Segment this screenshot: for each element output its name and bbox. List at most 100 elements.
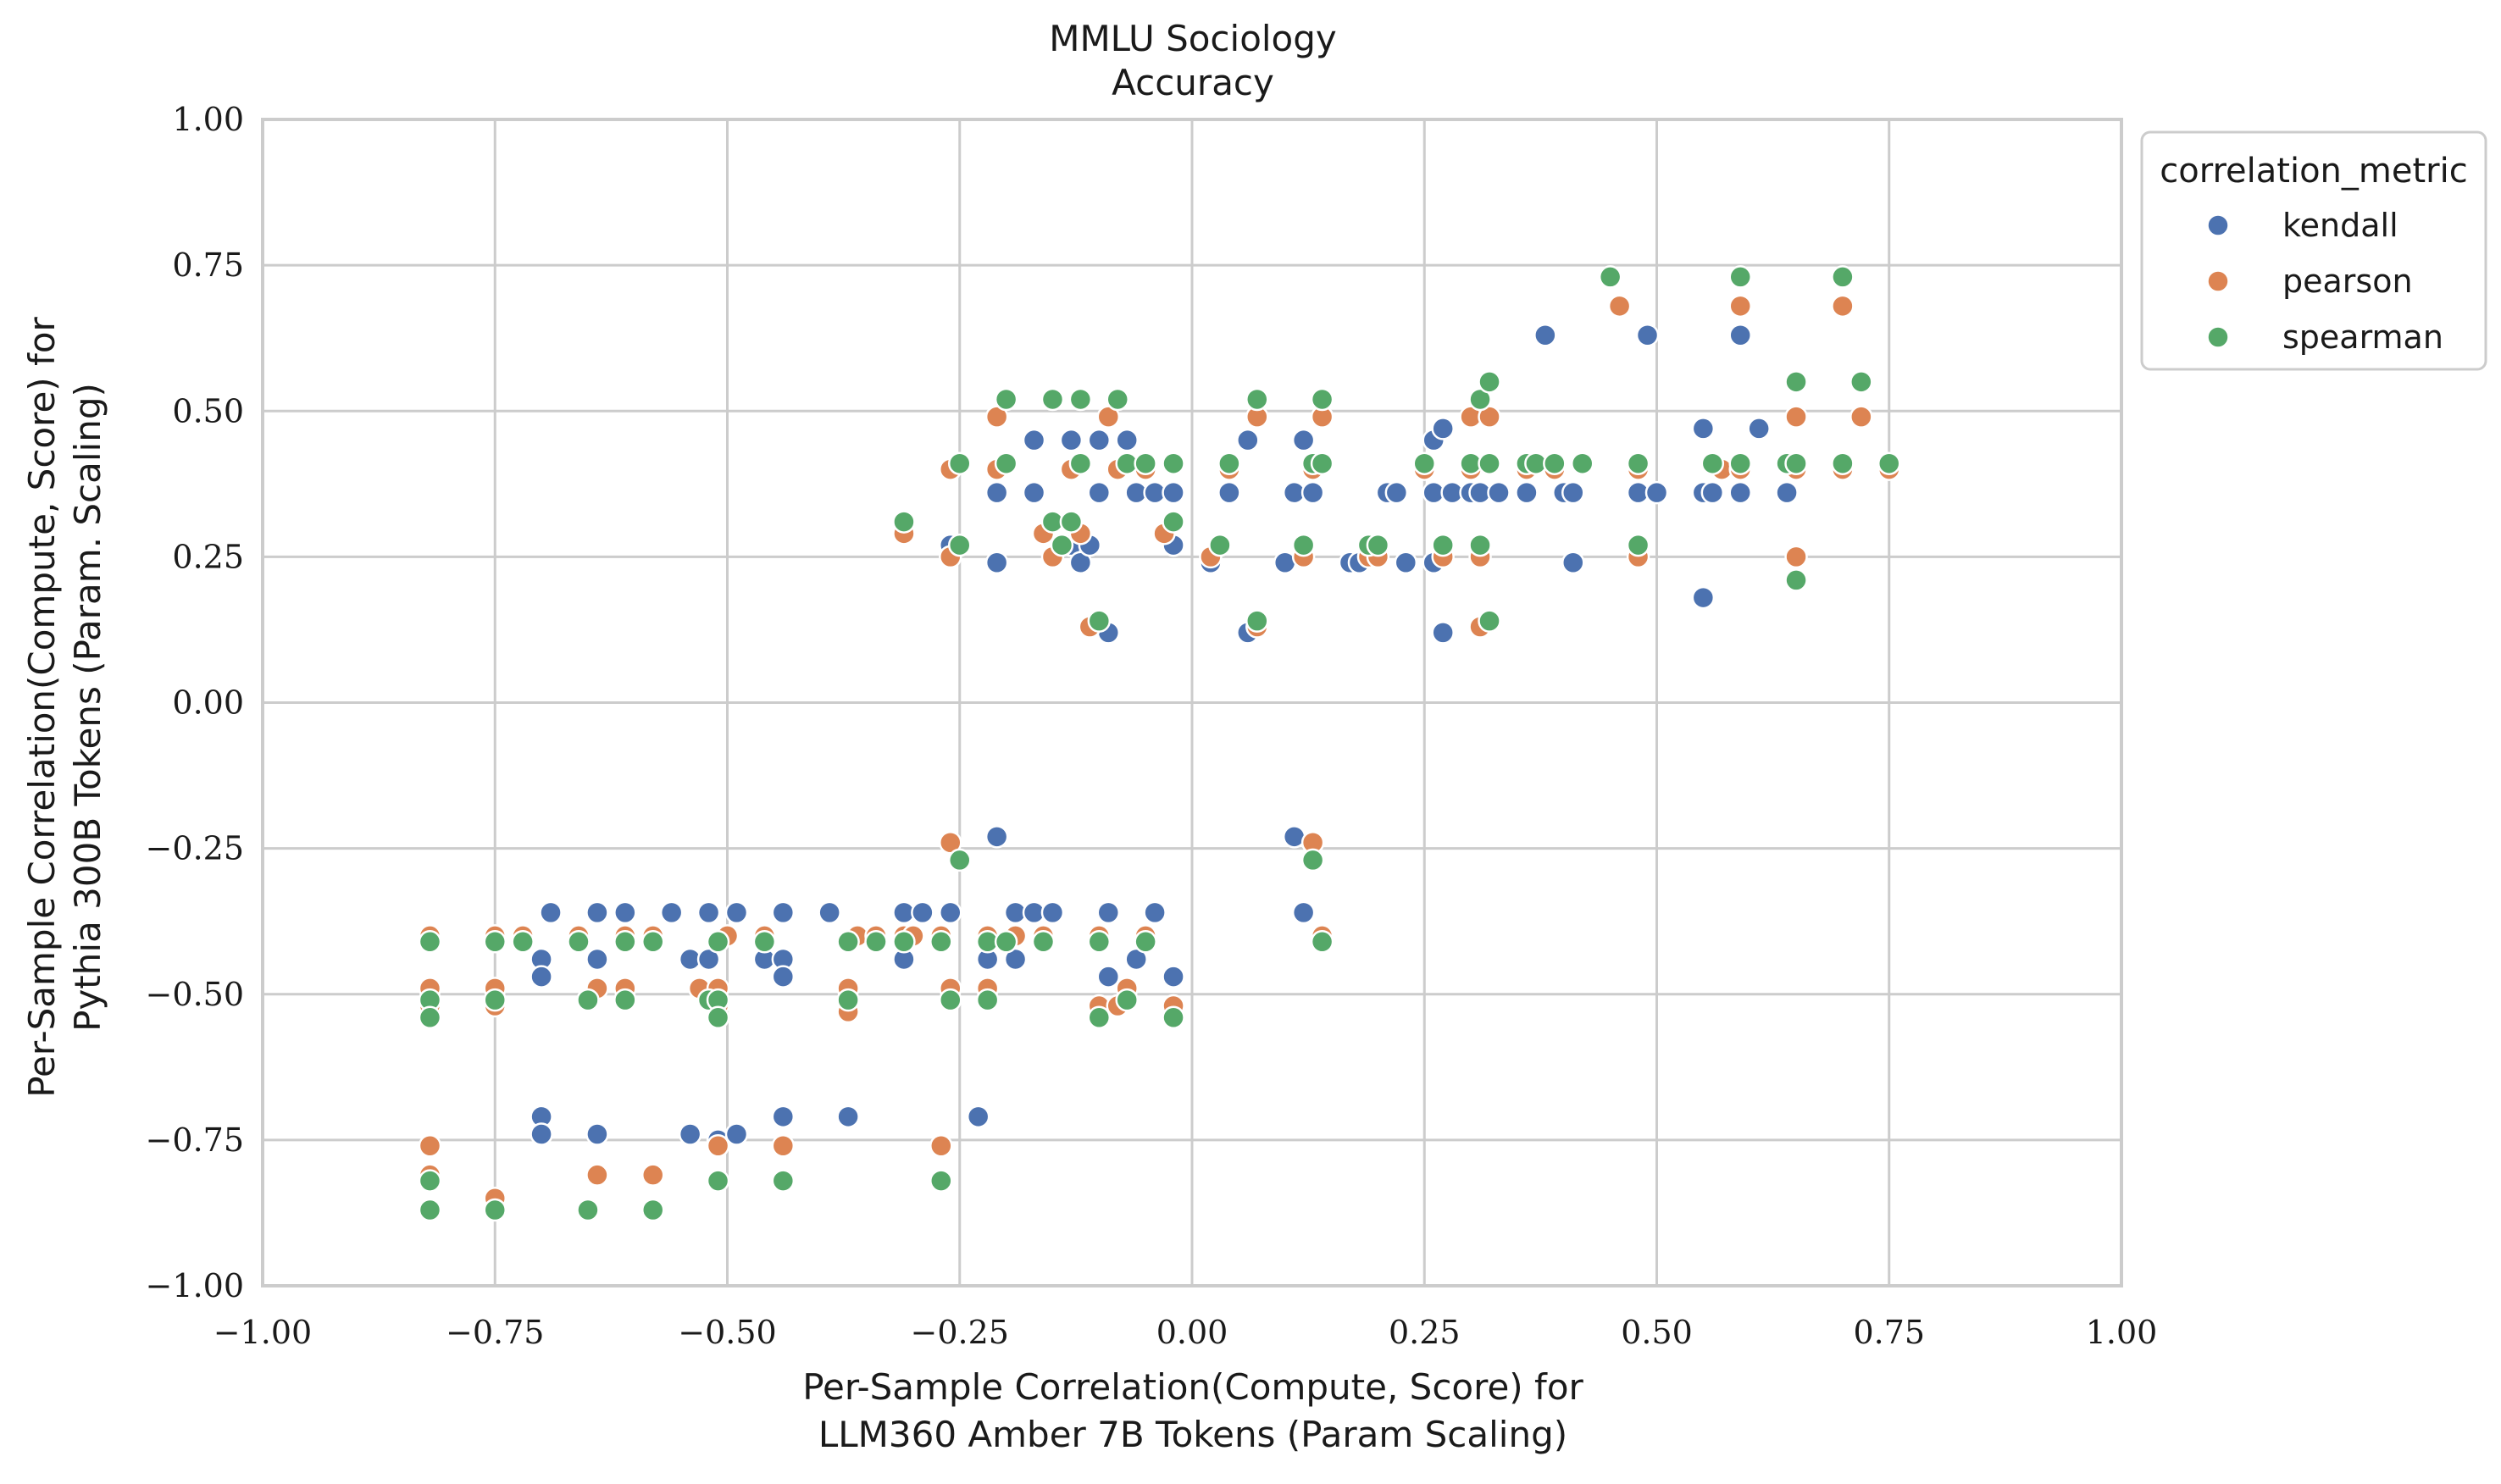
spearman-point (1245, 387, 1269, 412)
y-axis-label-line-2: Pythia 300B Tokens (Param. Scaling) (67, 383, 108, 1032)
spearman-point (1134, 451, 1157, 475)
spearman-point (1626, 451, 1650, 475)
kendall-point (1022, 428, 1046, 452)
x-tick-label: 1.00 (2086, 1314, 2158, 1351)
kendall-point (1394, 551, 1418, 575)
kendall-point (1775, 480, 1799, 505)
spearman-point (1300, 848, 1325, 872)
spearman-point (1849, 370, 1873, 394)
kendall-point (1300, 480, 1325, 505)
x-axis-label-line-1: Per-Sample Correlation(Compute, Score) f… (802, 1366, 1583, 1408)
spearman-point (1068, 387, 1093, 412)
spearman-point (706, 1169, 730, 1193)
kendall-point (585, 947, 609, 972)
kendall-point (1635, 323, 1660, 347)
spearman-point (771, 1169, 796, 1193)
legend-marker-kendall (2206, 213, 2230, 237)
kendall-point (1515, 480, 1539, 505)
spearman-point (1626, 533, 1650, 557)
data-points (418, 265, 1901, 1222)
x-tick-label: 0.25 (1389, 1314, 1461, 1351)
spearman-point (567, 930, 591, 954)
spearman-point (576, 1198, 600, 1222)
kendall-point (939, 900, 962, 925)
legend: correlation_metric kendall pearson spearma… (2140, 130, 2487, 371)
kendall-point (1291, 428, 1316, 452)
spearman-point (948, 848, 972, 872)
pearson-point (1831, 294, 1855, 318)
spearman-point (1040, 387, 1065, 412)
spearman-point (1217, 451, 1241, 475)
spearman-point (1468, 533, 1492, 557)
spearman-point (418, 930, 442, 954)
legend-marker-spearman (2206, 325, 2230, 349)
spearman-point (948, 533, 972, 557)
spearman-point (1245, 609, 1269, 633)
kendall-point (1115, 428, 1139, 452)
spearman-point (1115, 988, 1139, 1012)
spearman-point (1784, 568, 1808, 592)
kendall-point (659, 900, 684, 925)
spearman-point (929, 1169, 953, 1193)
y-axis-label-line-1: Per-Sample Correlation(Compute, Score) f… (21, 316, 63, 1097)
kendall-point (585, 900, 609, 925)
legend-title: correlation_metric (2160, 152, 2467, 191)
spearman-point (864, 930, 888, 954)
series-kendall (530, 323, 1799, 1152)
kendall-point (1096, 965, 1121, 988)
pearson-point (1784, 405, 1808, 429)
legend-label-spearman: spearman (2282, 318, 2443, 356)
spearman-point (1106, 387, 1129, 412)
spearman-point (613, 988, 637, 1012)
spearman-point (613, 930, 637, 954)
kendall-point (984, 825, 1009, 849)
spearman-point (511, 930, 535, 954)
y-tick-label: −0.50 (146, 976, 244, 1013)
kendall-point (724, 1122, 749, 1146)
kendall-point (984, 480, 1009, 505)
y-tick-label: 1.00 (172, 101, 244, 138)
spearman-point (1031, 930, 1056, 954)
kendall-point (1162, 965, 1185, 988)
spearman-point (1784, 370, 1808, 394)
spearman-point (1310, 387, 1334, 412)
kendall-point (1487, 480, 1511, 505)
kendall-point (1162, 480, 1185, 505)
pearson-point (1784, 545, 1808, 569)
legend-marker-pearson (2206, 269, 2230, 293)
x-axis-label-line-2: LLM360 Amber 7B Tokens (Param Scaling) (818, 1414, 1567, 1455)
spearman-point (975, 988, 1000, 1012)
chart-subtitle: Accuracy (1112, 62, 1274, 103)
kendall-point (1096, 900, 1121, 925)
spearman-point (1877, 451, 1901, 475)
spearman-point (892, 510, 916, 534)
spearman-point (1162, 451, 1185, 475)
spearman-point (1366, 533, 1390, 557)
kendall-point (1384, 480, 1409, 505)
spearman-point (1087, 930, 1112, 954)
y-tick-label: −0.25 (146, 830, 244, 867)
spearman-point (1310, 451, 1334, 475)
spearman-point (1431, 533, 1455, 557)
pearson-point (418, 1134, 442, 1158)
kendall-point (771, 900, 796, 925)
spearman-point (1728, 265, 1752, 289)
legend-box (2140, 130, 2487, 371)
kendall-point (530, 965, 553, 988)
spearman-point (994, 930, 1018, 954)
spearman-point (1543, 451, 1567, 475)
spearman-point (706, 930, 730, 954)
spearman-point (483, 930, 507, 954)
kendall-point (1561, 551, 1585, 575)
spearman-point (706, 1005, 730, 1030)
y-tick-label: −0.75 (146, 1121, 244, 1159)
spearman-point (836, 988, 860, 1012)
y-tick-label: −1.00 (146, 1267, 244, 1304)
spearman-point (948, 451, 972, 475)
spearman-point (483, 1198, 507, 1222)
kendall-point (966, 1105, 990, 1129)
spearman-point (1831, 451, 1855, 475)
spearman-point (836, 930, 860, 954)
pearson-point (929, 1134, 953, 1158)
kendall-point (1087, 480, 1112, 505)
